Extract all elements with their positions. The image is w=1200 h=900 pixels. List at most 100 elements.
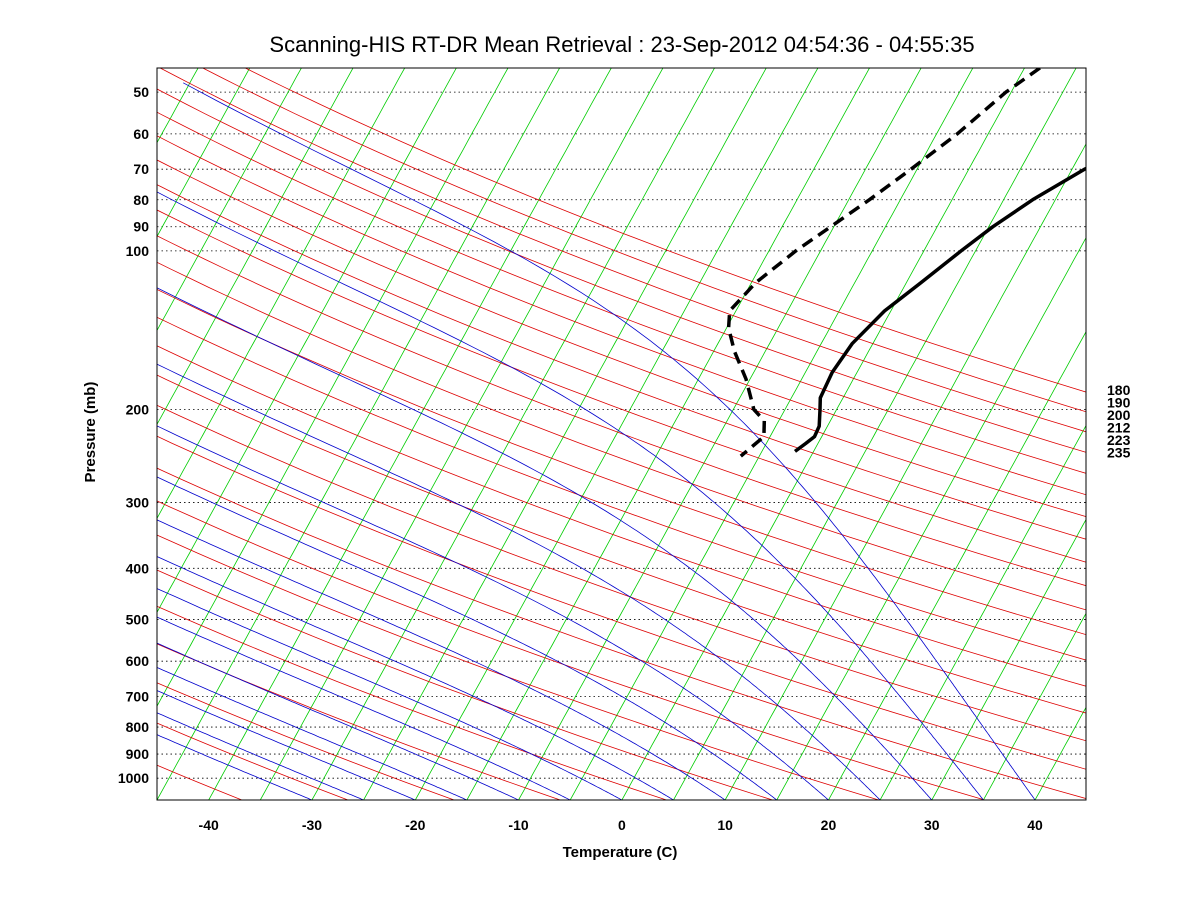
- x-tick--10: -10: [508, 817, 528, 833]
- mixing-ratio-label-180: 180: [1107, 382, 1131, 398]
- y-axis-label: Pressure (mb): [82, 382, 99, 483]
- isotherm--40: [208, 68, 612, 800]
- y-tick-400: 400: [126, 560, 150, 576]
- y-tick-90: 90: [133, 219, 149, 235]
- x-axis-label: Temperature (C): [563, 844, 678, 861]
- isotherm-25: [879, 424, 1086, 800]
- moist-adiabat-0: [157, 588, 623, 800]
- isotherm-10: [724, 143, 1086, 800]
- isotherm--85: [0, 68, 146, 800]
- moist-adiabat-20: [157, 425, 829, 800]
- plot-background: [157, 68, 1086, 800]
- dry-adiabat-370: [157, 288, 1086, 636]
- dry-adiabat-360: [157, 316, 1086, 661]
- isotherm--20: [414, 68, 819, 800]
- moist-adiabat-30: [157, 287, 933, 800]
- mixing-ratio-label-212: 212: [1107, 420, 1131, 436]
- x-tick-40: 40: [1027, 817, 1043, 833]
- isotherm--65: [157, 68, 354, 426]
- x-tick-0: 0: [618, 817, 626, 833]
- isotherm-5: [673, 68, 1077, 800]
- isotherm--45: [157, 68, 560, 800]
- temperature-profile-line: [793, 166, 1086, 453]
- y-tick-500: 500: [126, 611, 150, 627]
- moist-adiabat-25: [157, 363, 881, 800]
- dry-adiabat-350: [157, 345, 1086, 687]
- pressure-gridlines: [157, 91, 1086, 779]
- isotherm-20: [828, 330, 1086, 800]
- mixing-ratio-label-223: 223: [1107, 432, 1131, 448]
- x-tick-30: 30: [924, 817, 940, 833]
- moist-adiabat--25: [157, 712, 364, 800]
- dry-adiabat-480: [245, 68, 1086, 393]
- isotherm--90: [0, 68, 95, 800]
- mixing-ratio-label-235: 235: [1107, 445, 1131, 461]
- isotherm-45: [1087, 68, 1200, 800]
- isotherm--5: [569, 68, 974, 800]
- isotherm-30: [931, 518, 1086, 800]
- isotherm--15: [466, 68, 870, 800]
- y-tick-800: 800: [126, 719, 150, 735]
- y-tick-50: 50: [133, 84, 149, 100]
- moist-adiabat--10: [157, 642, 519, 800]
- y-tick-100: 100: [126, 243, 150, 259]
- moist-adiabat-15: [157, 476, 778, 800]
- dry-adiabat-320: [157, 435, 1086, 770]
- dewpoint-profile-line: [726, 68, 1041, 458]
- dry-adiabat-290: [157, 534, 879, 800]
- y-tick-1000: 1000: [118, 770, 149, 786]
- moist-adiabat-40: [183, 82, 1036, 800]
- y-tick-300: 300: [126, 494, 150, 510]
- reference-lines: [0, 68, 1200, 800]
- dry-adiabat-270: [157, 605, 667, 800]
- mixing-ratio-label-190: 190: [1107, 395, 1131, 411]
- dry-adiabat-420: [157, 159, 1086, 518]
- y-ticks: 50 60 70 80 90 100 200 300 400 500 600 700 800 900 100…: [118, 84, 149, 786]
- plot-frame: [156, 67, 1087, 801]
- dry-adiabat-280: [157, 569, 773, 800]
- isotherm-15: [776, 236, 1086, 800]
- moist-adiabat--5: [157, 616, 571, 800]
- moist-adiabat--20: [157, 690, 416, 800]
- isotherm--60: [157, 68, 406, 520]
- isotherm--95: [0, 68, 43, 800]
- isotherm--10: [518, 68, 922, 800]
- x-tick-10: 10: [717, 817, 733, 833]
- dry-adiabat-470: [202, 68, 1086, 413]
- dry-adiabat-340: [157, 374, 1086, 714]
- y-tick-600: 600: [126, 653, 150, 669]
- moist-adiabat-5: [157, 556, 674, 800]
- dry-adiabat-430: [157, 135, 1086, 496]
- dry-adiabat-380: [157, 261, 1086, 611]
- chart-title: Scanning-HIS RT-DR Mean Retrieval : 23-S…: [269, 32, 974, 57]
- isotherm--75: [157, 68, 251, 238]
- moist-adiabat-10: [157, 519, 726, 800]
- moist-adiabat--30: [157, 734, 313, 800]
- dry-adiabat-400: [157, 209, 1086, 563]
- y-tick-900: 900: [126, 746, 150, 762]
- x-ticks: -40 -30 -20 -10 0 10 20 30 40: [199, 817, 1044, 833]
- dry-adiabat-330: [157, 404, 1086, 742]
- y-tick-80: 80: [133, 192, 149, 208]
- y-tick-700: 700: [126, 688, 150, 704]
- y-tick-60: 60: [133, 126, 149, 142]
- dry-adiabat-390: [157, 235, 1086, 587]
- dry-adiabat-460: [160, 68, 1086, 433]
- dry-adiabat-300: [157, 500, 985, 800]
- x-tick--30: -30: [302, 817, 322, 833]
- profile-series: [726, 68, 1086, 458]
- x-tick--20: -20: [405, 817, 425, 833]
- dry-adiabat-440: [157, 111, 1086, 474]
- isotherm--25: [363, 68, 767, 800]
- isotherm--55: [157, 68, 457, 614]
- dry-adiabat-450: [157, 88, 1086, 453]
- moist-adiabat--15: [157, 666, 468, 800]
- isotherm--70: [157, 68, 302, 332]
- x-tick-20: 20: [821, 817, 837, 833]
- mixing-ratio-label-200: 200: [1107, 407, 1131, 423]
- x-tick--40: -40: [199, 817, 219, 833]
- y-tick-70: 70: [133, 161, 149, 177]
- dry-adiabat-410: [157, 184, 1086, 540]
